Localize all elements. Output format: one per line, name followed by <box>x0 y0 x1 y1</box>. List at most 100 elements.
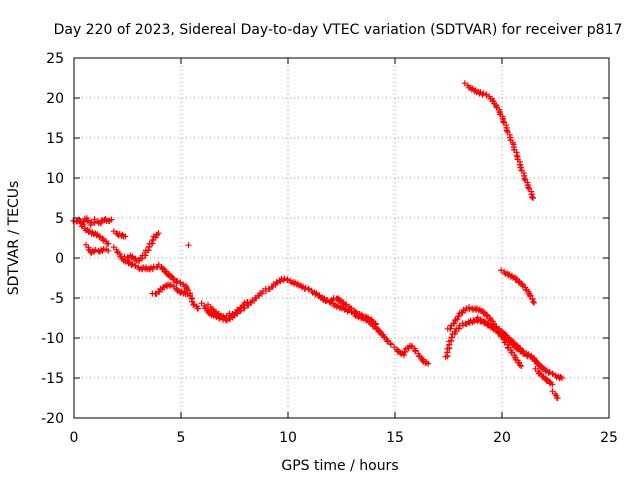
data-point <box>455 325 462 332</box>
data-point <box>91 216 98 223</box>
series-track-c <box>110 244 161 273</box>
data-point <box>185 242 192 249</box>
data-point <box>518 363 525 369</box>
series-track-r <box>549 388 561 401</box>
y-tick-label: 15 <box>46 131 64 147</box>
x-tick-label: 0 <box>70 430 79 446</box>
data-point <box>466 304 473 311</box>
data-point <box>549 370 556 377</box>
data-point <box>402 348 409 355</box>
data-point <box>87 222 94 228</box>
data-point <box>529 298 536 305</box>
data-point <box>369 319 376 325</box>
data-point <box>177 279 184 286</box>
data-point <box>372 321 379 328</box>
plot-frame <box>73 57 610 419</box>
data-point <box>512 276 519 283</box>
data-point <box>528 194 535 200</box>
x-tick-label: 5 <box>177 430 186 446</box>
y-tick-label: -15 <box>41 371 64 387</box>
data-point <box>455 313 462 320</box>
data-point <box>454 316 461 323</box>
series-track-g <box>155 261 202 312</box>
data-point <box>498 267 505 274</box>
data-point <box>92 246 99 253</box>
data-point <box>364 315 371 322</box>
data-point <box>483 91 490 98</box>
y-tick-label: -20 <box>41 411 64 427</box>
data-point <box>323 297 330 303</box>
series-track-h <box>185 242 192 249</box>
data-point <box>195 305 202 312</box>
axis-ticks: 0 5 10 15 20 25 -20 -15 -10 -5 0 5 10 15 20 25 <box>41 51 618 446</box>
data-point <box>316 293 323 299</box>
data-point <box>305 285 312 292</box>
data-point <box>549 381 556 388</box>
data-point <box>132 262 139 269</box>
data-point <box>105 247 112 254</box>
data-point <box>480 310 487 317</box>
data-point <box>174 278 181 285</box>
data-point <box>400 352 407 359</box>
data-point <box>530 195 537 201</box>
series-track-e <box>121 230 162 264</box>
y-tick-label: 10 <box>46 171 64 187</box>
data-point <box>122 233 129 240</box>
y-tick-label: 0 <box>55 251 64 267</box>
y-tick-label: -10 <box>41 331 64 347</box>
series-track-a2 <box>78 223 112 247</box>
data-point <box>219 314 226 321</box>
data-point <box>554 395 561 401</box>
data-point <box>170 276 177 283</box>
data-point <box>152 234 159 241</box>
data-point <box>527 292 534 299</box>
data-point <box>549 388 556 395</box>
y-tick-label: 20 <box>46 91 64 107</box>
chart-title: Day 220 of 2023, Sidereal Day-to-day VTE… <box>54 22 623 38</box>
data-point <box>78 223 85 230</box>
data-point <box>105 240 112 247</box>
data-point <box>108 216 115 223</box>
data-point <box>461 80 468 87</box>
y-tick-label: -5 <box>50 291 64 307</box>
data-point <box>480 90 487 97</box>
data-point <box>425 360 432 367</box>
data-points <box>70 80 565 401</box>
series-track-p <box>528 353 565 382</box>
data-point <box>451 320 458 327</box>
series-track-j <box>205 299 251 322</box>
data-point <box>222 315 229 322</box>
data-point <box>515 279 522 286</box>
y-tick-label: 5 <box>55 211 64 227</box>
series-track-t <box>498 267 538 306</box>
data-point <box>240 302 247 309</box>
x-tick-label: 20 <box>493 430 511 446</box>
data-point <box>342 302 349 308</box>
series-track-f <box>149 281 191 298</box>
data-point <box>517 345 524 352</box>
data-point <box>474 314 481 321</box>
data-point <box>155 230 162 237</box>
series-track-b <box>83 241 112 256</box>
data-point <box>398 351 405 358</box>
data-point <box>258 290 265 297</box>
data-point <box>284 276 291 283</box>
data-point <box>513 343 520 350</box>
series-track-o <box>474 314 538 361</box>
data-point <box>100 236 107 243</box>
x-tick-label: 25 <box>600 430 618 446</box>
data-point <box>558 375 565 381</box>
series-track-k <box>316 293 379 328</box>
data-point <box>463 305 470 312</box>
x-axis-label: GPS time / hours <box>281 458 398 474</box>
data-point <box>510 340 517 347</box>
series-track-n <box>444 304 525 369</box>
data-point <box>322 298 329 304</box>
x-tick-label: 15 <box>386 430 404 446</box>
series-track-s <box>461 80 537 201</box>
data-point <box>531 299 538 306</box>
y-axis-label: SDTVAR / TECUs <box>6 181 22 296</box>
series-track-q <box>532 365 556 388</box>
